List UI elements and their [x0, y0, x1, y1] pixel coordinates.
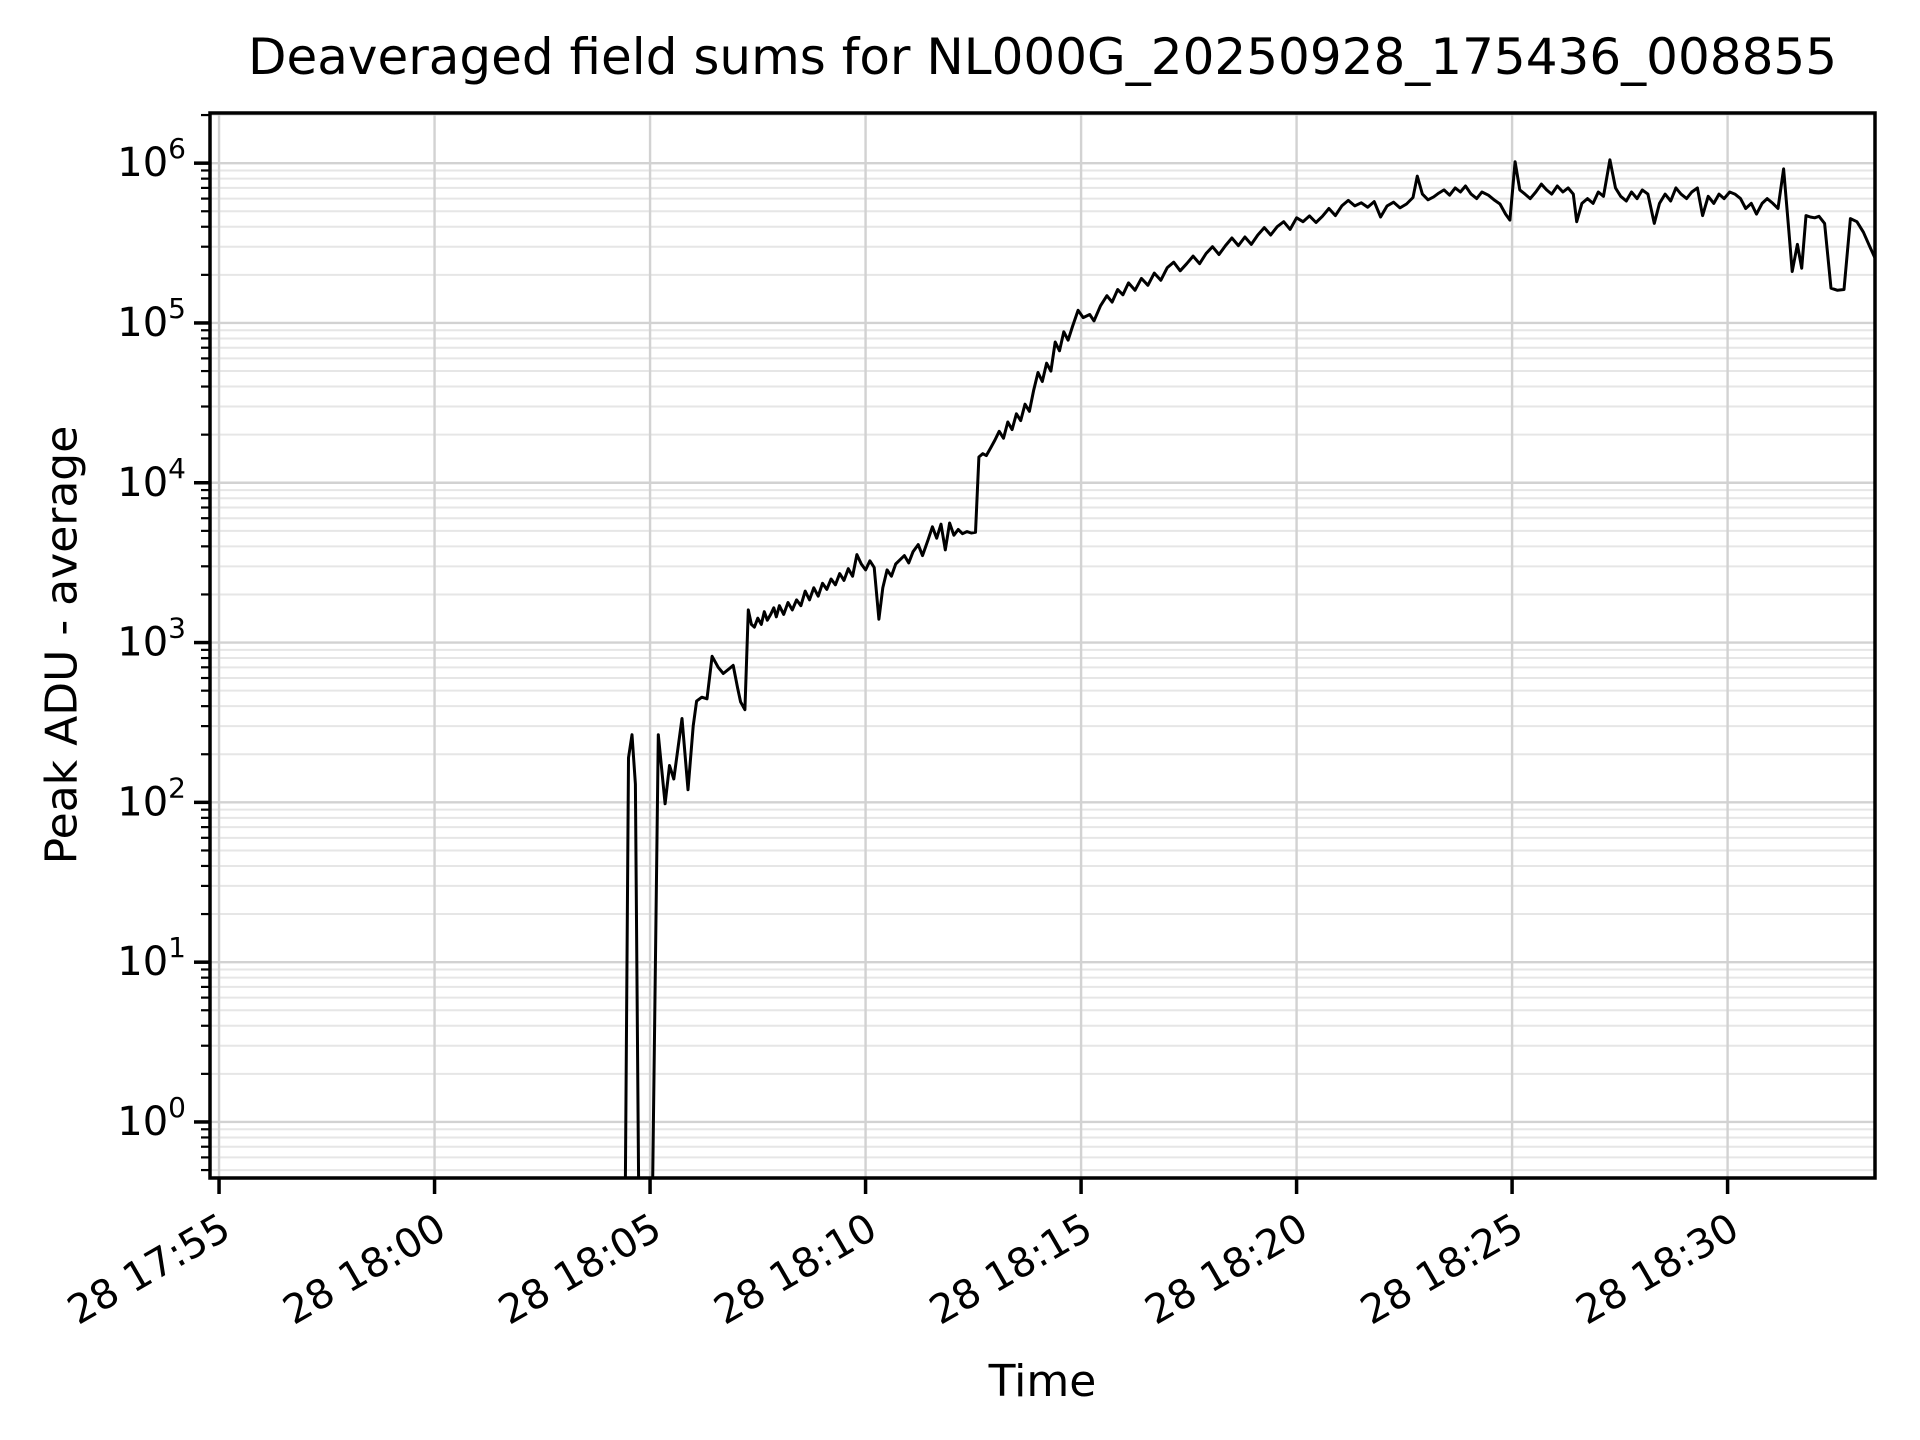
x-tick-label: 28 18:10 — [707, 1205, 885, 1334]
x-axis-label: Time — [988, 1356, 1097, 1407]
x-tick-label: 28 18:25 — [1353, 1205, 1531, 1334]
y-tick-label: 106 — [117, 132, 186, 186]
y-axis-label: Peak ADU - average — [36, 425, 88, 865]
y-tick-label: 101 — [117, 931, 186, 985]
chart-title: Deaveraged field sums for NL000G_2025092… — [247, 28, 1838, 86]
y-tick-label: 103 — [117, 612, 186, 666]
x-tick-label: 28 18:00 — [276, 1205, 454, 1334]
x-tick-label: 28 18:05 — [491, 1205, 669, 1334]
y-tick-label: 100 — [117, 1091, 186, 1145]
x-tick-label: 28 18:20 — [1138, 1205, 1316, 1334]
plot-border — [208, 111, 1877, 1180]
x-tick-label: 28 18:30 — [1569, 1205, 1747, 1334]
x-tick-label: 28 18:15 — [922, 1205, 1100, 1334]
x-tick-label: 28 17:55 — [60, 1205, 238, 1334]
data-line — [623, 158, 1875, 1178]
y-tick-label: 102 — [117, 771, 186, 825]
y-tick-label: 105 — [117, 292, 186, 346]
y-tick-label: 104 — [117, 452, 186, 506]
